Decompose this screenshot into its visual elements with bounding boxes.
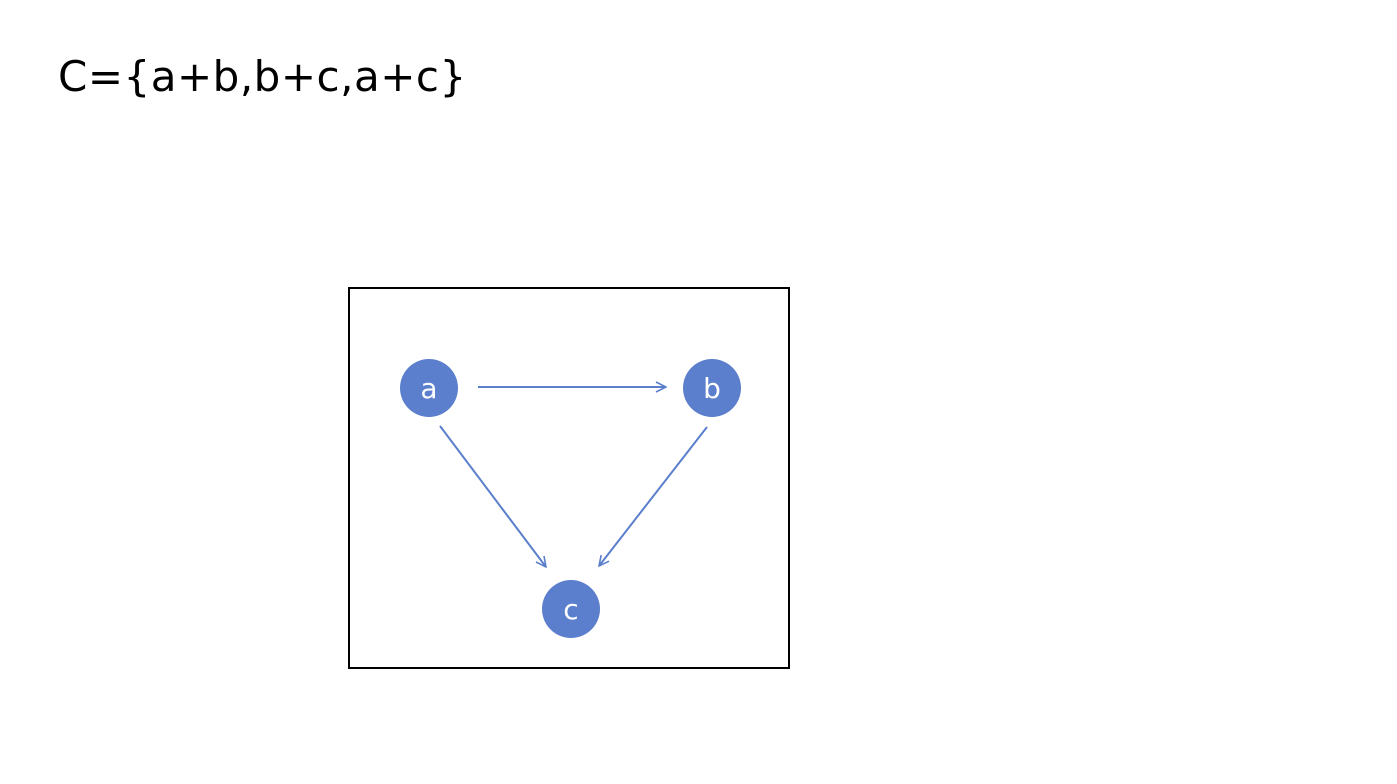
set-definition: C={a+b,b+c,a+c} (58, 52, 467, 101)
edge-a-c (439, 425, 546, 567)
node-c: c (542, 580, 600, 638)
node-a-label: a (420, 372, 437, 405)
node-b-label: b (703, 372, 721, 405)
node-a: a (400, 359, 458, 417)
edge-b-c (599, 426, 708, 566)
diagram-frame (348, 287, 790, 669)
node-c-label: c (563, 593, 578, 626)
node-b: b (683, 359, 741, 417)
